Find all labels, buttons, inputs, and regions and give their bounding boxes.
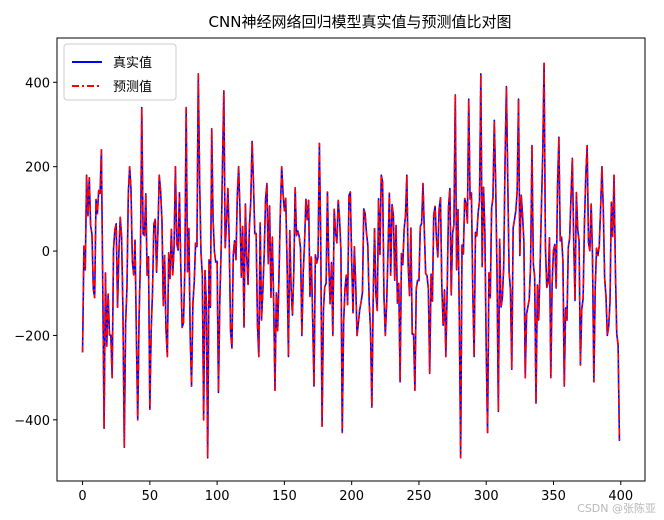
x-tick-label: 0 <box>78 489 86 504</box>
legend-label-true: 真实值 <box>113 55 152 71</box>
x-tick-label: 100 <box>205 489 230 504</box>
axes: 0 50 100 150 200 250 300 350 400 −400 −200 0 200 400 <box>14 37 646 504</box>
legend: 真实值 预测值 <box>63 43 177 101</box>
legend-label-pred: 预测值 <box>113 79 152 95</box>
series-line-1 <box>81 62 621 459</box>
x-tick-label: 300 <box>474 489 499 504</box>
axes-frame <box>56 37 646 482</box>
y-tick-label: 400 <box>25 76 50 91</box>
x-tick-label: 400 <box>608 489 633 504</box>
watermark: CSDN @张陈亚 <box>577 502 656 515</box>
y-tick-label: 200 <box>25 161 50 176</box>
y-tick-label: 0 <box>42 245 50 260</box>
x-tick-label: 200 <box>339 489 364 504</box>
x-tick-label: 350 <box>541 489 566 504</box>
plot-area <box>81 62 621 459</box>
x-tick-label: 150 <box>272 489 297 504</box>
series-line-0 <box>81 62 621 459</box>
y-tick-label: −400 <box>14 414 50 429</box>
x-tick-label: 250 <box>407 489 432 504</box>
chart-title: CNN神经网络回归模型真实值与预测值比对图 <box>209 13 512 31</box>
x-tick-label: 50 <box>142 489 159 504</box>
y-tick-label: −200 <box>14 329 50 344</box>
